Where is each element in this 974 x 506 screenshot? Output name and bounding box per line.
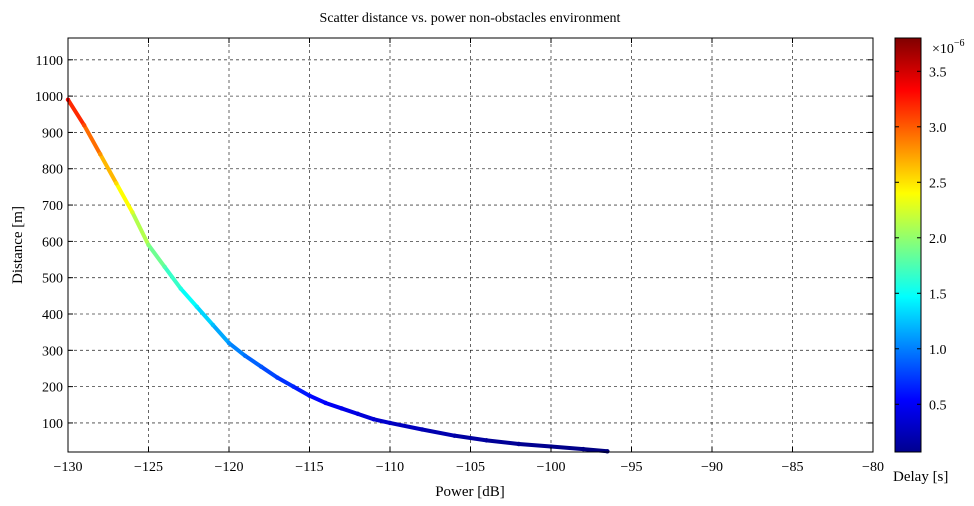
scatter-segment <box>355 411 376 422</box>
scatter-segment <box>549 444 586 452</box>
y-tick-label: 700 <box>42 199 63 214</box>
scatter-point <box>81 122 87 128</box>
chart-title: Scatter distance vs. power non-obstacles… <box>320 11 621 26</box>
y-tick-label: 100 <box>42 417 63 432</box>
x-tick-label: −100 <box>537 460 566 475</box>
scatter-segment <box>66 97 87 128</box>
x-tick-label: −80 <box>862 460 884 475</box>
x-tick-label: −95 <box>621 460 643 475</box>
y-tick-label: 600 <box>42 235 63 250</box>
x-tick-label: −125 <box>134 460 163 475</box>
grid-lines <box>68 38 873 452</box>
y-tick-label: 900 <box>42 126 63 141</box>
scatter-segment <box>130 210 151 247</box>
y-tick-label: 1000 <box>35 90 63 105</box>
scatter-points <box>65 97 610 454</box>
scatter-segment <box>323 400 344 411</box>
scatter-point <box>355 411 360 417</box>
scatter-point <box>98 152 103 157</box>
scatter-point <box>581 446 586 452</box>
x-tick-label: −130 <box>54 460 83 475</box>
scatter-segment <box>146 243 167 269</box>
scatter-point <box>371 417 377 422</box>
colorbar-label: Delay [s] <box>893 469 948 485</box>
colorbar-tick-label: 2.0 <box>929 232 947 247</box>
scatter-point <box>194 304 199 309</box>
colorbar-tick-label: 1.0 <box>929 343 947 358</box>
x-axis-ticks: −130 −125 −120 −115 −110 −105 −100 −95 −90 −85 −80 <box>54 38 884 475</box>
scatter-point <box>210 322 216 328</box>
colorbar-multiplier-base: ×10 <box>932 42 954 57</box>
x-axis-label: Power [dB] <box>435 484 505 500</box>
colorbar-ticks: 0.5 1.0 1.5 2.0 2.5 3.0 3.5 <box>895 65 947 413</box>
scatter-segment <box>194 304 215 327</box>
colorbar <box>894 37 922 453</box>
scatter-segment <box>388 420 425 432</box>
scatter-point <box>605 449 610 454</box>
scatter-point <box>339 406 344 411</box>
scatter-point <box>420 427 425 432</box>
scatter-segment <box>420 427 457 438</box>
y-tick-label: 500 <box>42 272 63 287</box>
x-tick-label: −85 <box>782 460 804 475</box>
colorbar-tick-label: 0.5 <box>929 398 947 413</box>
scatter-segment <box>227 341 248 358</box>
colorbar-tick-label: 2.5 <box>929 176 947 191</box>
scatter-point <box>291 384 296 389</box>
scatter-point <box>275 375 280 380</box>
scatter-segment <box>339 406 360 416</box>
scatter-point <box>548 444 554 449</box>
scatter-point <box>452 433 457 438</box>
scatter-point <box>387 420 393 426</box>
x-tick-label: −105 <box>456 460 485 475</box>
x-tick-label: −90 <box>701 460 723 475</box>
scatter-point <box>226 340 232 346</box>
y-tick-label: 800 <box>42 163 63 178</box>
y-tick-label: 200 <box>42 381 63 396</box>
scatter-segment <box>484 438 521 447</box>
scatter-segment <box>371 417 392 425</box>
colorbar-tick-label: 1.5 <box>929 287 947 302</box>
scatter-point <box>242 353 248 358</box>
scatter-point <box>130 210 135 215</box>
scatter-segment <box>178 286 199 309</box>
y-tick-label: 1100 <box>36 54 63 69</box>
colorbar-tick-label: 3.5 <box>929 65 947 80</box>
scatter-segment <box>259 364 280 380</box>
x-tick-label: −120 <box>215 460 244 475</box>
scatter-segment <box>98 152 119 186</box>
colorbar-tick-label: 3.0 <box>929 121 947 136</box>
scatter-point <box>307 393 312 398</box>
scatter-point <box>146 242 151 248</box>
x-tick-label: −110 <box>376 460 404 475</box>
y-tick-label: 400 <box>42 308 63 323</box>
scatter-point <box>484 438 489 443</box>
scatter-point <box>516 441 521 447</box>
scatter-segment <box>82 123 103 157</box>
scatter-point <box>178 286 183 291</box>
scatter-point <box>114 181 119 186</box>
scatter-point <box>259 364 264 369</box>
y-tick-label: 300 <box>42 344 63 359</box>
scatter-segment <box>275 375 296 389</box>
scatter-segment <box>210 322 231 346</box>
scatter-segment <box>291 384 312 398</box>
scatter-segment <box>452 433 489 443</box>
scatter-segment <box>243 353 264 369</box>
scatter-segment <box>581 447 610 454</box>
scatter-segment <box>162 264 183 291</box>
scatter-segment <box>307 393 328 405</box>
y-axis-label: Distance [m] <box>10 206 26 284</box>
scatter-segment <box>516 442 553 449</box>
colorbar-multiplier-exponent: −6 <box>954 38 965 49</box>
x-tick-label: −115 <box>295 460 323 475</box>
scatter-point <box>323 400 328 406</box>
y-axis-ticks: 100 200 300 400 500 600 700 800 900 1000 1100 <box>35 54 873 432</box>
scatter-point <box>162 264 167 269</box>
scatter-segment <box>114 181 135 215</box>
colorbar-multiplier: ×10−6 <box>932 38 965 57</box>
